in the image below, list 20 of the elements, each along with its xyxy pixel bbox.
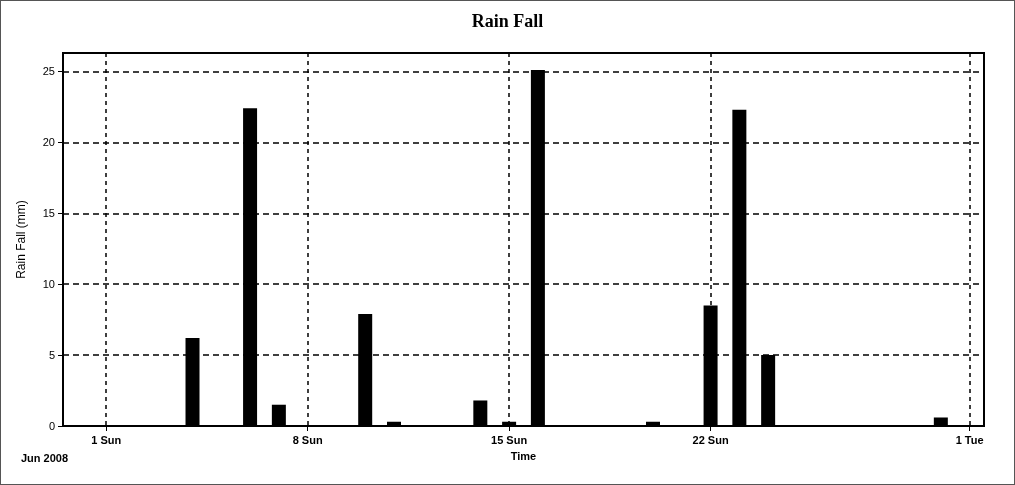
x-tick-label: 1 Tue bbox=[955, 433, 984, 446]
y-tick-label: 10 bbox=[42, 278, 55, 291]
chart-title: Rain Fall bbox=[471, 11, 544, 31]
x-tick-label: 8 Sun bbox=[292, 433, 323, 446]
x-tick-label: 1 Sun bbox=[91, 433, 122, 446]
bar bbox=[473, 400, 488, 426]
text: Jun 2008 bbox=[21, 451, 69, 464]
bar bbox=[271, 404, 286, 426]
x-tick-label: 15 Sun bbox=[491, 433, 528, 446]
bar bbox=[386, 421, 401, 426]
y-tick-label: 20 bbox=[42, 136, 55, 149]
y-tick-label: 0 bbox=[48, 420, 55, 432]
y-tick-label: 15 bbox=[42, 207, 55, 220]
x-axis-title: Time bbox=[510, 449, 537, 462]
y-tick-label: 5 bbox=[48, 349, 55, 362]
x-tick-label: 22 Sun bbox=[692, 433, 729, 446]
bar bbox=[933, 417, 948, 426]
y-tick-label: 25 bbox=[42, 65, 55, 78]
y-axis-title: Rain Fall (mm) bbox=[14, 200, 28, 279]
bar bbox=[646, 421, 661, 426]
